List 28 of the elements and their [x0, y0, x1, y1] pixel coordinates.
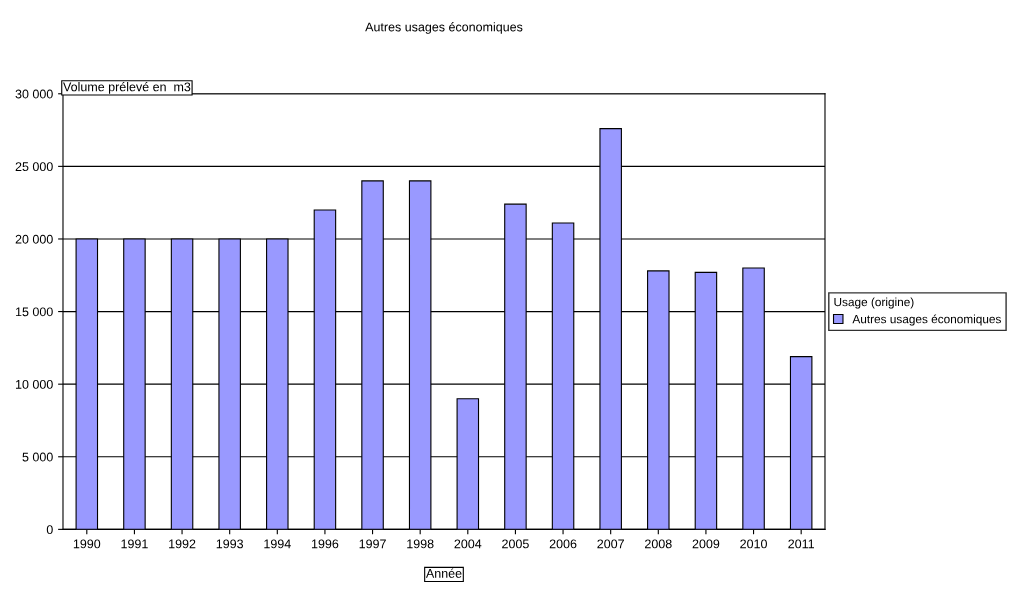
y-tick-label: 25 000: [15, 162, 53, 172]
y-tick-label: 30 000: [15, 89, 53, 99]
x-tick-label: 2004: [454, 539, 482, 549]
x-tick-label: 1994: [264, 539, 291, 549]
x-tick-label: 2008: [645, 539, 672, 549]
x-tick-label: 2010: [740, 539, 767, 549]
y-tick-label: 5 000: [22, 452, 53, 462]
y-tick-label: 10 000: [15, 379, 53, 389]
x-tick-label: 1991: [121, 539, 148, 549]
x-tick-label: 2006: [549, 539, 577, 549]
y-tick-label: 20 000: [15, 234, 53, 244]
y-tick-label: 0: [46, 525, 53, 535]
x-tick-label: 2007: [597, 539, 624, 549]
x-tick-label: 2009: [692, 539, 720, 549]
x-tick-label: 1996: [311, 539, 339, 549]
x-tick-label: 1992: [169, 539, 196, 549]
legend-label: Autres usages économiques: [852, 314, 1001, 326]
legend-title: Usage (origine): [834, 297, 914, 309]
y-axis-title: Volume prélevé en m3: [63, 81, 191, 94]
chart-title: Autres usages économiques: [365, 22, 523, 34]
x-axis-title: Année: [425, 568, 462, 578]
x-tick-label: 1990: [73, 539, 101, 549]
x-tick-label: 2011: [788, 539, 815, 549]
x-tick-label: 2005: [502, 539, 529, 549]
x-tick-label: 1998: [407, 539, 434, 549]
x-tick-label: 1993: [216, 539, 244, 549]
y-tick-label: 15 000: [15, 307, 53, 317]
x-tick-label: 1997: [359, 539, 386, 549]
